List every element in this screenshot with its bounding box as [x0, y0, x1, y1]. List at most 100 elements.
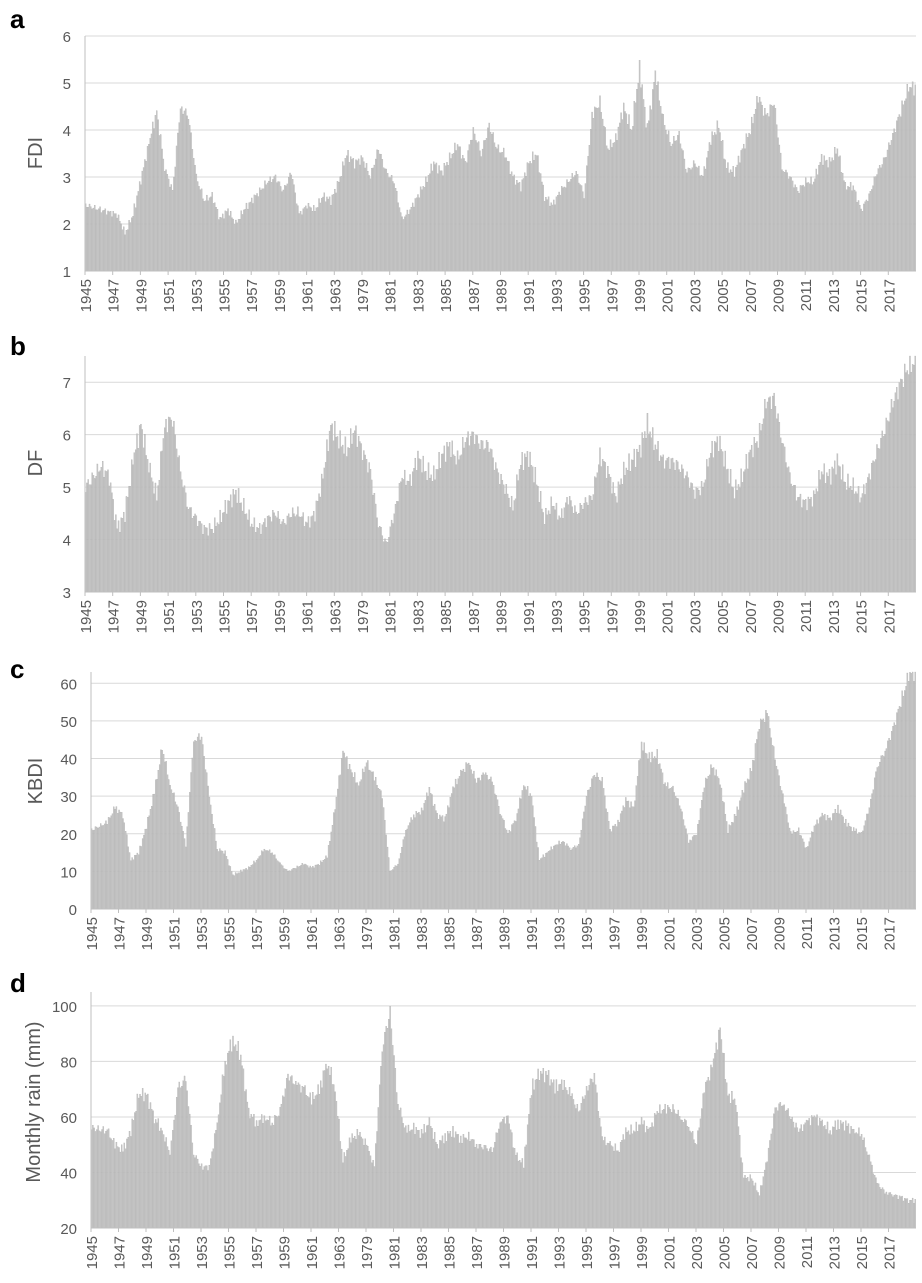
bar [95, 209, 97, 272]
bar [168, 1150, 170, 1229]
bar [323, 859, 326, 910]
bar [853, 827, 855, 910]
bar [246, 869, 249, 910]
bar [669, 142, 671, 272]
bar [378, 1084, 381, 1229]
bar [258, 1120, 260, 1229]
bar [901, 100, 903, 272]
bar [464, 772, 466, 910]
bar [889, 412, 891, 593]
bar [148, 815, 150, 910]
bar [712, 457, 715, 593]
x-tick-label: 1981 [387, 1236, 404, 1269]
bar [217, 1114, 220, 1229]
bar [677, 461, 679, 593]
bar [635, 1121, 637, 1229]
bar [777, 137, 779, 272]
bar [467, 150, 469, 272]
bar [657, 1112, 660, 1229]
bar [365, 459, 368, 593]
bar [783, 172, 786, 272]
bar [838, 1129, 840, 1229]
bar [542, 854, 545, 910]
bar [805, 499, 807, 593]
bar [691, 167, 694, 272]
bar [423, 471, 426, 593]
bar [864, 201, 866, 272]
bar [558, 191, 560, 272]
x-tick-label: 1997 [604, 279, 621, 312]
bar [702, 1093, 704, 1229]
bar [140, 423, 142, 593]
bar [505, 1115, 508, 1229]
bar [413, 814, 415, 910]
bar [686, 172, 688, 272]
bar [568, 1087, 571, 1229]
bar [762, 418, 765, 593]
bar [822, 815, 825, 910]
bar [369, 770, 372, 910]
x-tick-label: 1985 [438, 279, 455, 312]
bar [507, 1115, 509, 1229]
bar [225, 1064, 228, 1229]
bar [115, 806, 118, 910]
x-tick-label: 2003 [689, 1236, 706, 1269]
bar [581, 818, 584, 910]
bar [522, 470, 525, 593]
bar [200, 188, 203, 272]
bar [252, 203, 254, 272]
bar [130, 860, 132, 910]
bar [630, 459, 633, 593]
bar [115, 514, 117, 593]
bar [502, 1119, 504, 1229]
bar [681, 1119, 683, 1229]
bar [185, 846, 187, 910]
bar [588, 1085, 590, 1229]
x-tick-label: 2007 [743, 279, 760, 312]
bar [404, 469, 406, 593]
bar [538, 1080, 541, 1229]
bar [769, 104, 771, 272]
bar [567, 182, 570, 272]
bar [654, 444, 657, 593]
x-tick-label: 2013 [826, 600, 843, 633]
bar [242, 1068, 245, 1229]
bar [438, 452, 440, 593]
bar [721, 451, 724, 593]
bar [876, 174, 878, 272]
bar [648, 433, 650, 593]
bar [533, 482, 535, 593]
y-tick-label: 50 [60, 714, 77, 731]
bar [117, 520, 120, 593]
bar [638, 760, 640, 910]
bar [253, 517, 256, 593]
bar [679, 471, 682, 593]
bar [233, 494, 236, 593]
bar [909, 672, 911, 910]
bar [224, 500, 227, 593]
bar [292, 868, 294, 910]
bar [241, 872, 243, 910]
bar [393, 513, 395, 593]
bar [235, 489, 237, 593]
bar [749, 134, 752, 272]
bar [894, 132, 897, 272]
bar [681, 148, 683, 272]
bar [764, 108, 766, 272]
bar [318, 198, 320, 272]
bar [558, 515, 560, 593]
bar [558, 840, 560, 910]
bar [873, 1175, 876, 1229]
bar [511, 1132, 513, 1229]
bar [883, 756, 885, 910]
bar [417, 450, 419, 593]
bar [525, 457, 527, 593]
bar [405, 214, 407, 272]
bar [216, 849, 218, 910]
bar [725, 821, 728, 910]
bar [532, 151, 534, 272]
bar [493, 469, 496, 593]
bar [688, 1126, 690, 1229]
bar [193, 516, 195, 593]
bar [339, 176, 341, 272]
